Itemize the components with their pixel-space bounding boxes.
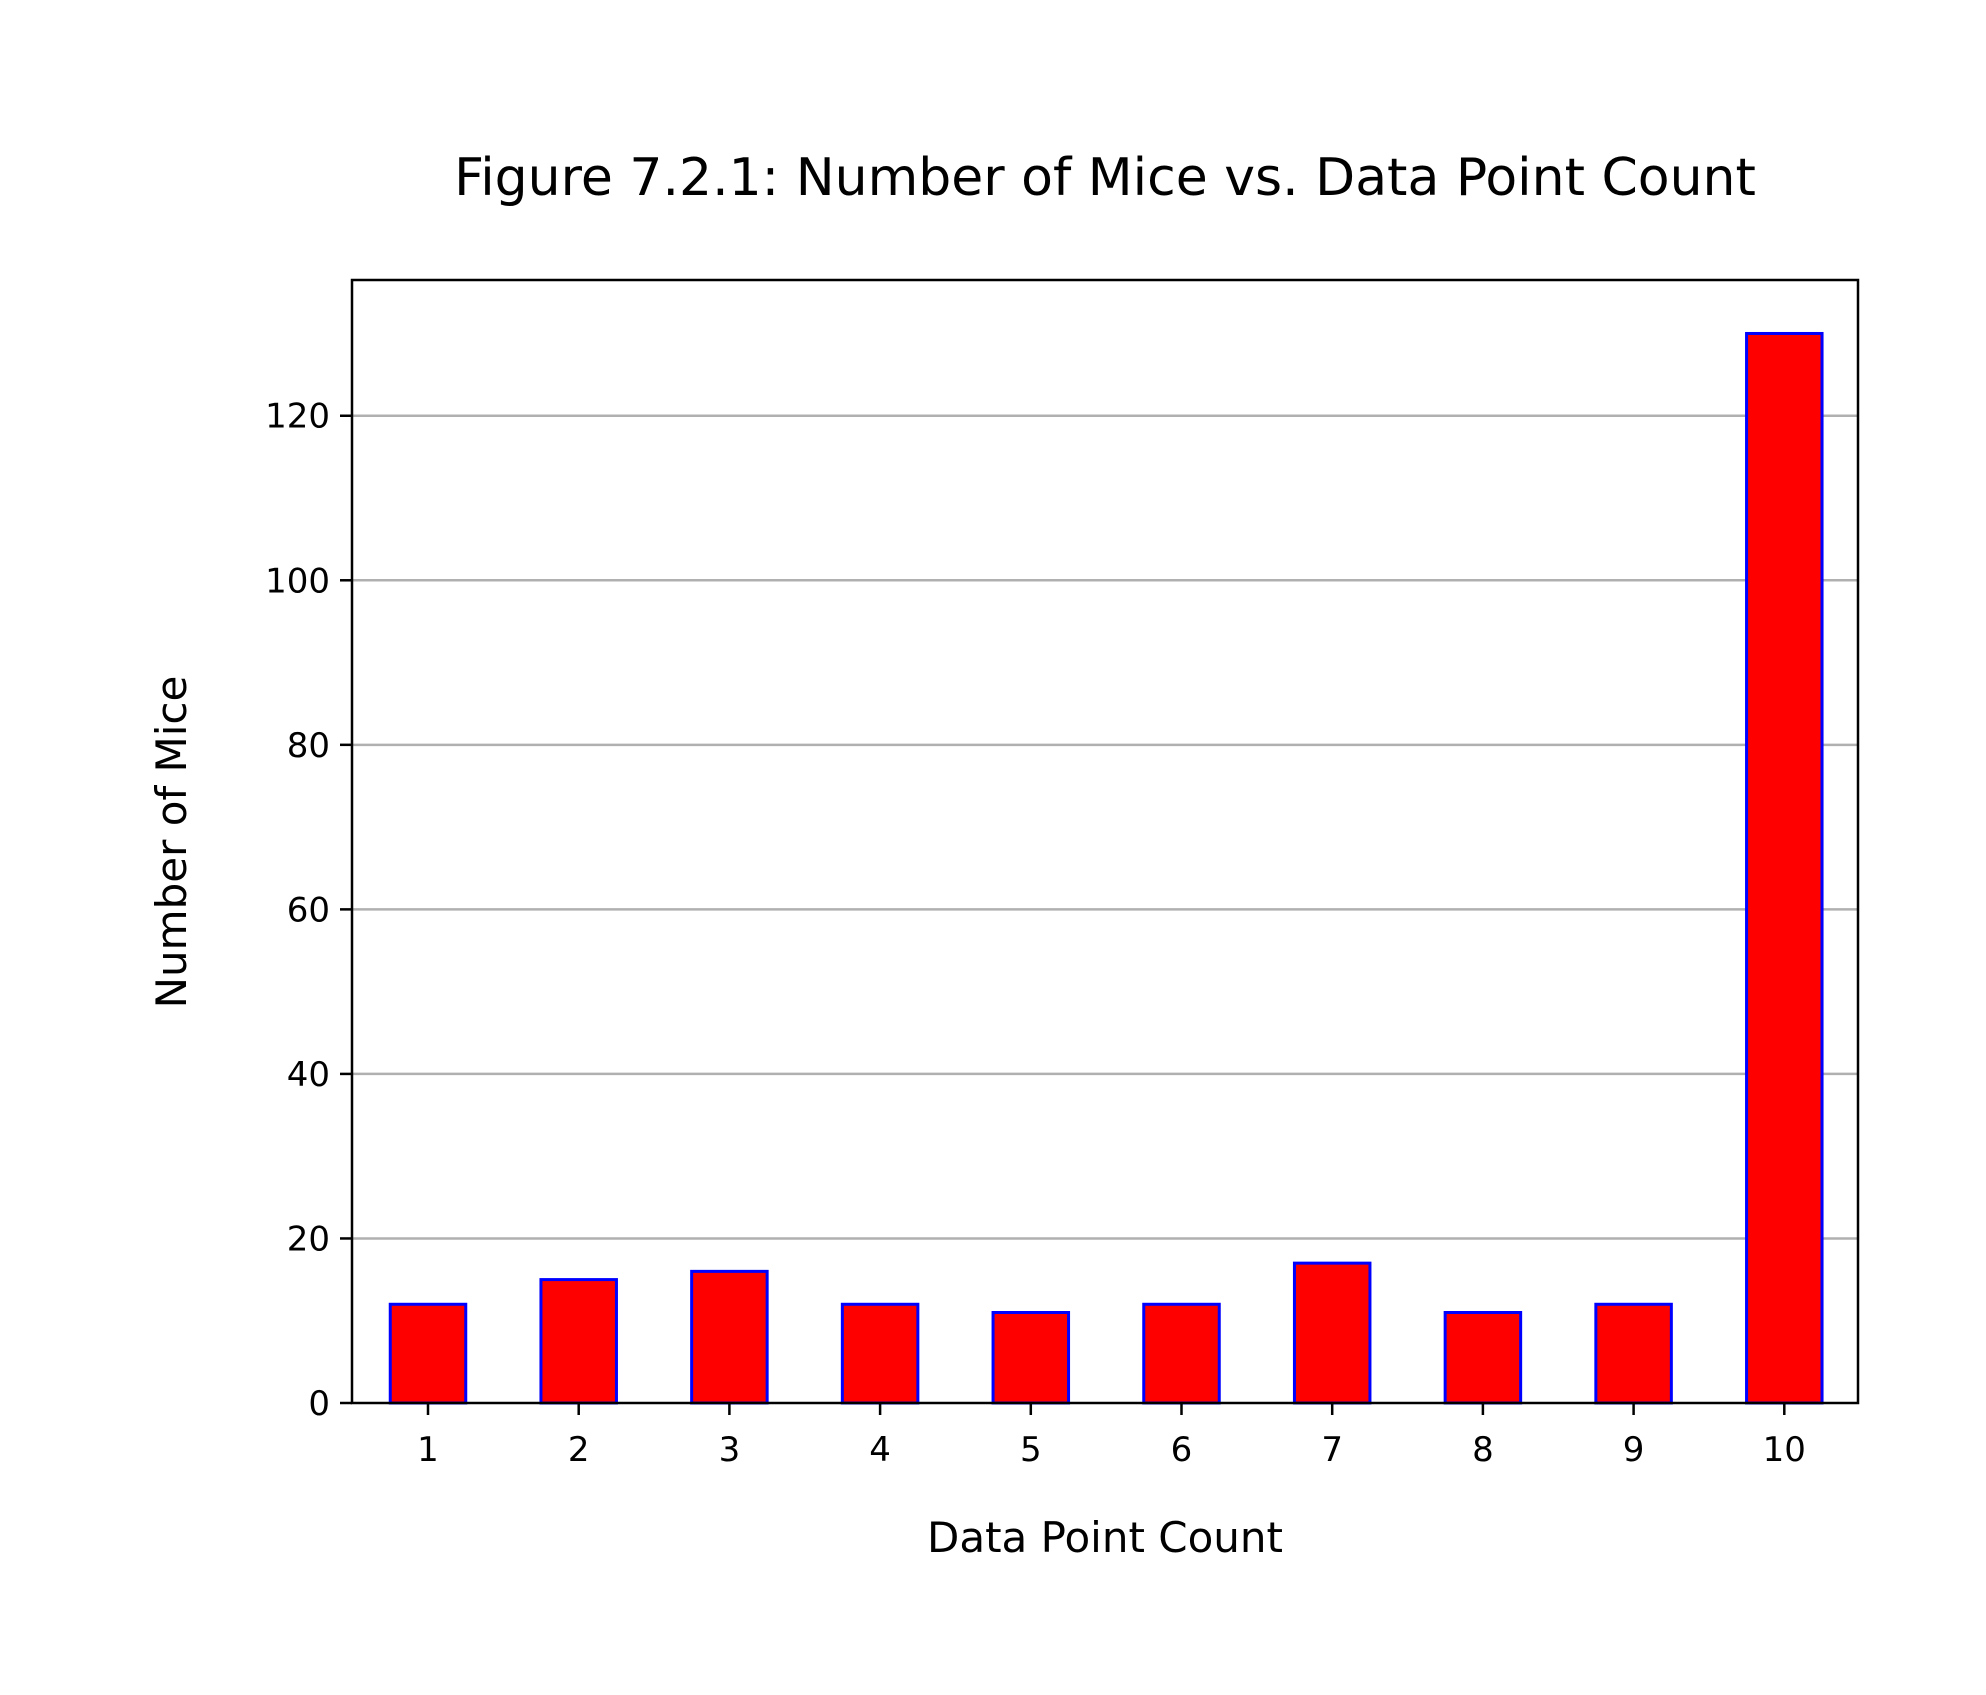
x-tick-label: 6 xyxy=(1171,1430,1193,1470)
y-axis-ticks: 0 20 40 60 80 100 120 xyxy=(265,397,352,1424)
x-tick-label: 10 xyxy=(1763,1430,1806,1470)
x-tick-label: 9 xyxy=(1623,1430,1645,1470)
x-tick-label: 8 xyxy=(1472,1430,1494,1470)
bar xyxy=(840,1302,920,1405)
y-tick-label: 120 xyxy=(265,397,330,437)
bar xyxy=(1292,1261,1372,1405)
bar xyxy=(388,1302,468,1405)
x-tick-label: 1 xyxy=(417,1430,439,1470)
x-tick-label: 4 xyxy=(869,1430,891,1470)
y-tick-label: 80 xyxy=(287,726,330,766)
y-axis-title: Number of Mice xyxy=(147,676,196,1009)
bar xyxy=(1443,1311,1523,1405)
y-tick-label: 20 xyxy=(287,1219,330,1259)
chart-title: Figure 7.2.1: Number of Mice vs. Data Po… xyxy=(454,148,1756,208)
plot-frame xyxy=(350,278,1860,1405)
y-tick-label: 100 xyxy=(265,561,330,601)
x-tick-label: 2 xyxy=(568,1430,590,1470)
bars xyxy=(388,331,1824,1405)
gridlines xyxy=(352,414,1858,1240)
x-axis-ticks: 1 2 3 4 5 6 7 8 9 10 xyxy=(417,1403,1806,1470)
y-tick-label: 0 xyxy=(308,1384,330,1424)
bar xyxy=(1745,331,1824,1405)
bar xyxy=(1142,1302,1221,1405)
bar xyxy=(690,1269,769,1405)
bar xyxy=(539,1278,618,1405)
y-tick-label: 60 xyxy=(287,890,330,930)
x-tick-label: 5 xyxy=(1020,1430,1042,1470)
x-axis-title: Data Point Count xyxy=(927,1513,1283,1562)
x-tick-label: 7 xyxy=(1321,1430,1343,1470)
bar xyxy=(991,1311,1071,1405)
x-tick-label: 3 xyxy=(719,1430,741,1470)
bar xyxy=(1594,1302,1673,1405)
y-tick-label: 40 xyxy=(287,1055,330,1095)
